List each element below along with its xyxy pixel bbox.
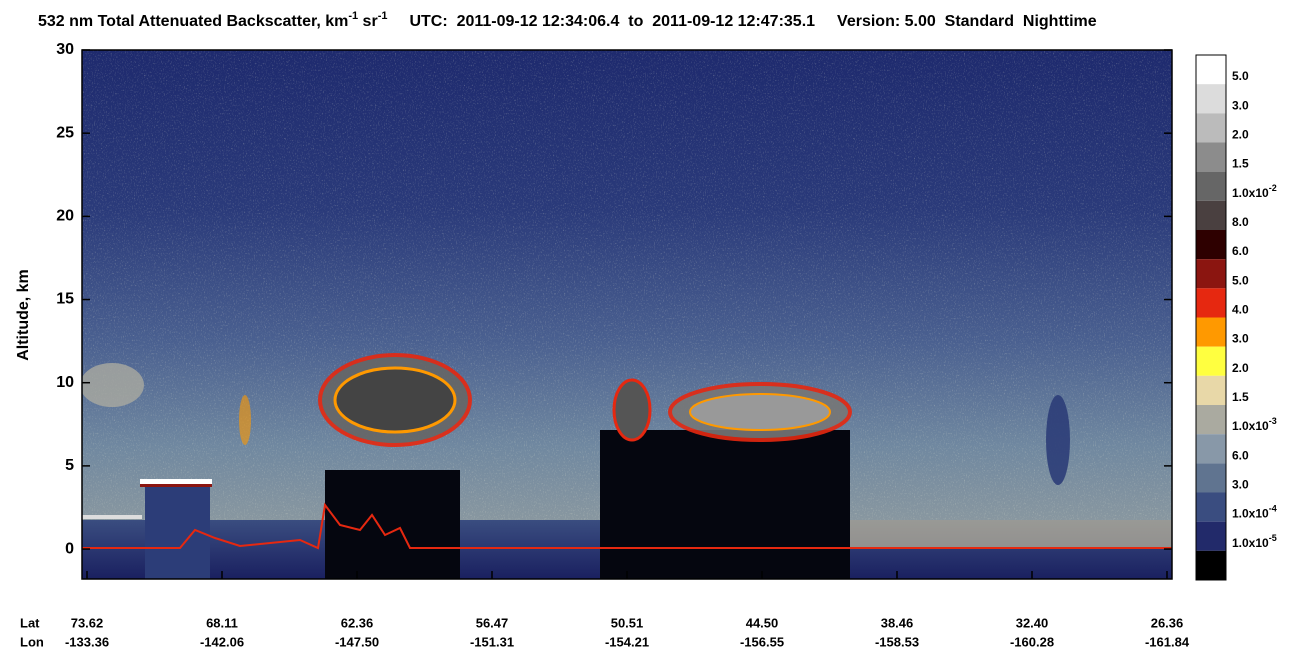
y-tick-label: 5 [65,457,74,474]
colorbar-label: 3.0 [1232,99,1249,113]
lat-label: 38.46 [881,615,914,630]
colorbar-swatch [1196,84,1226,114]
chart-title: 532 nm Total Attenuated Backscatter, km-… [38,10,1097,30]
title-text: 532 nm Total Attenuated Backscatter, km [38,13,348,30]
lat-label: 73.62 [71,615,104,630]
colorbar-label-text: 8.0 [1232,215,1249,229]
colorbar-swatch [1196,288,1226,318]
colorbar-label-text: 5.0 [1232,274,1249,288]
title-exponent: -1 [378,10,388,22]
colorbar-label-text: 3.0 [1232,99,1249,113]
colorbar-swatch [1196,521,1226,551]
title-version: Version: 5.00 Standard Nighttime [837,13,1097,30]
lat-label: 68.11 [206,615,238,630]
colorbar-label: 1.5 [1232,390,1249,404]
colorbar-label-text: 6.0 [1232,449,1249,463]
colorbar-label: 5.0 [1232,274,1249,288]
lat-label: 32.40 [1016,615,1049,630]
colorbar-label-text: 4.0 [1232,303,1249,317]
colorbar-label: 1.0x10-4 [1232,504,1277,521]
y-tick-label: 10 [56,374,74,391]
y-tick-label: 0 [65,540,74,557]
colorbar-swatch [1196,375,1226,405]
colorbar-label: 4.0 [1232,303,1249,317]
colorbar-label-exponent: -2 [1269,183,1277,193]
colorbar-swatch [1196,434,1226,464]
colorbar-label: 1.0x10-3 [1232,417,1277,434]
colorbar-label: 1.0x10-2 [1232,183,1277,200]
colorbar-swatch [1196,317,1226,347]
lon-label: -160.28 [1010,634,1054,649]
colorbar-swatch [1196,346,1226,376]
lat-label: 56.47 [476,615,509,630]
colorbar-label: 2.0 [1232,128,1249,142]
colorbar-label-text: 5.0 [1232,69,1249,83]
colorbar-label-text: 1.0x10 [1232,419,1269,433]
colorbar-label: 8.0 [1232,215,1249,229]
colorbar-label-text: 2.0 [1232,361,1249,375]
colorbar-swatch [1196,200,1226,230]
colorbar-label: 6.0 [1232,244,1249,258]
colorbar-label-text: 1.0x10 [1232,186,1269,200]
y-axis-label: Altitude, km [15,269,32,361]
colorbar-label-exponent: -4 [1269,504,1277,514]
lon-label: -133.36 [65,634,109,649]
lon-title: Lon [20,634,44,649]
title-exponent: -1 [348,10,358,22]
lat-label: 26.36 [1151,615,1184,630]
colorbar-label: 3.0 [1232,478,1249,492]
colorbar-swatch [1196,55,1226,85]
colorbar-label-text: 1.0x10 [1232,536,1269,550]
colorbar-label-text: 6.0 [1232,244,1249,258]
colorbar-swatch [1196,142,1226,172]
colorbar-swatch [1196,113,1226,143]
colorbar-frame [1195,54,1227,581]
colorbar-label: 6.0 [1232,449,1249,463]
colorbar-label: 1.0x10-5 [1232,533,1277,550]
lon-label: -161.84 [1145,634,1190,649]
colorbar-label: 1.5 [1232,157,1249,171]
colorbar-swatch [1196,230,1226,260]
colorbar-label: 5.0 [1232,69,1249,83]
colorbar-swatch [1196,550,1226,580]
colorbar-swatch [1196,405,1226,435]
lon-label: -156.55 [740,634,784,649]
y-tick-label: 20 [56,208,74,225]
colorbar-swatch [1196,463,1226,493]
curtain-image [82,50,1172,579]
lon-label: -147.50 [335,634,379,649]
colorbar-label-text: 1.5 [1232,157,1249,171]
colorbar-swatch [1196,492,1226,522]
lat-label: 50.51 [611,615,644,630]
lat-title: Lat [20,615,40,630]
colorbar-label-text: 1.5 [1232,390,1249,404]
lat-label: 62.36 [341,615,374,630]
colorbar-label-text: 3.0 [1232,332,1249,346]
title-text: sr [358,13,378,30]
y-tick-label: 25 [56,124,74,141]
lon-label: -154.21 [605,634,649,649]
colorbar-swatch [1196,171,1226,201]
lat-label: 44.50 [746,615,779,630]
y-tick-label: 30 [56,41,74,58]
colorbar-label-text: 1.0x10 [1232,507,1269,521]
lon-label: -142.06 [200,634,244,649]
title-utc: UTC: 2011-09-12 12:34:06.4 to 2011-09-12… [409,13,815,30]
colorbar-label-text: 2.0 [1232,128,1249,142]
lon-label: -158.53 [875,634,919,649]
colorbar-label-exponent: -3 [1269,417,1277,427]
y-tick-label: 15 [56,291,74,308]
colorbar-label: 2.0 [1232,361,1249,375]
colorbar-label: 3.0 [1232,332,1249,346]
colorbar-label-exponent: -5 [1269,533,1277,543]
colorbar-swatch [1196,259,1226,289]
colorbar-label-text: 3.0 [1232,478,1249,492]
lon-label: -151.31 [470,634,514,649]
